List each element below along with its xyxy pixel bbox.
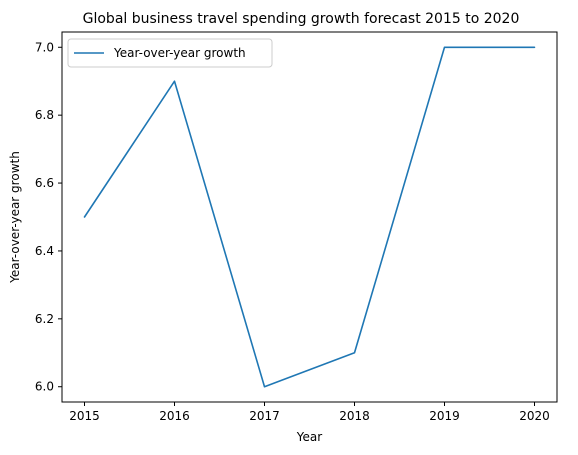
x-tick-label: 2016 bbox=[159, 409, 190, 423]
data-point bbox=[83, 216, 85, 218]
data-point bbox=[173, 80, 175, 82]
data-point bbox=[263, 386, 265, 388]
x-tick-label: 2020 bbox=[519, 409, 550, 423]
legend-box bbox=[67, 38, 273, 68]
data-point bbox=[533, 46, 535, 48]
x-tick-label: 2018 bbox=[339, 409, 370, 423]
y-tick-label: 7.0 bbox=[35, 40, 54, 54]
plot-frame bbox=[61, 31, 558, 403]
x-tick-label: 2015 bbox=[69, 409, 100, 423]
y-tick-label: 6.2 bbox=[35, 312, 54, 326]
chart-title: Global business travel spending growth f… bbox=[83, 11, 520, 27]
legend-label: Year-over-year growth bbox=[113, 46, 246, 60]
y-tick-label: 6.4 bbox=[35, 244, 54, 258]
y-tick-label: 6.8 bbox=[35, 108, 54, 122]
y-tick-label: 6.0 bbox=[35, 380, 54, 394]
plot-area bbox=[61, 31, 558, 403]
x-tick-label: 2019 bbox=[429, 409, 460, 423]
series-line bbox=[83, 46, 536, 388]
legend: Year-over-year growth bbox=[67, 38, 273, 68]
y-axis-ticks: 6.0 6.2 6.4 6.6 6.8 7.0 bbox=[35, 40, 62, 394]
y-axis-label: Year-over-year growth bbox=[8, 151, 22, 284]
x-axis-ticks: 2015 2016 2017 2018 2019 2020 bbox=[69, 402, 550, 423]
data-point bbox=[353, 352, 355, 354]
x-axis-label: Year bbox=[296, 430, 322, 444]
x-tick-label: 2017 bbox=[249, 409, 280, 423]
y-tick-label: 6.6 bbox=[35, 176, 54, 190]
data-point bbox=[443, 46, 445, 48]
series-layer bbox=[83, 46, 536, 388]
